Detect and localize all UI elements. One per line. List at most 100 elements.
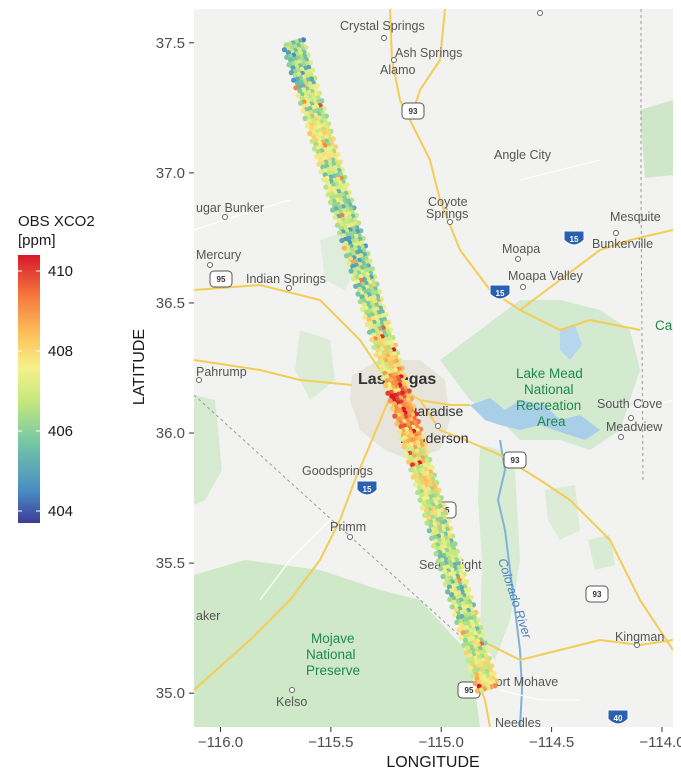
xco2-point: [376, 360, 382, 366]
basemap: [194, 9, 673, 727]
y-tick-label: 37.0: [156, 165, 185, 182]
label-coyote-springs-2: Springs: [426, 207, 468, 221]
label-primm: Primm: [330, 520, 366, 534]
label-ash-springs: Ash Springs: [395, 46, 462, 60]
xco2-point: [325, 192, 331, 198]
xco2-point: [451, 612, 458, 618]
xco2-point: [392, 413, 398, 419]
xco2-point: [371, 344, 377, 350]
xco2-point: [357, 299, 363, 305]
xco2-point: [468, 665, 474, 671]
xco2-point: [302, 115, 308, 121]
river-green-area: [478, 445, 520, 660]
label-crystal-springs: Crystal Springs: [340, 19, 425, 33]
xco2-point: [300, 108, 306, 114]
xco2-point: [442, 581, 448, 587]
svg-text:15: 15: [496, 289, 505, 298]
xco2-point: [465, 657, 471, 664]
label-mojave-2: National: [306, 647, 356, 662]
xco2-point: [378, 367, 384, 373]
legend-ticks: 404 406 408 410: [18, 263, 73, 520]
label-fort-mohave: Fort Mohave: [488, 675, 558, 689]
xco2-point: [438, 566, 444, 572]
svg-text:40: 40: [614, 714, 623, 723]
xco2-point: [353, 283, 359, 289]
xco2-point: [323, 184, 329, 190]
y-tick-label: 35.5: [156, 555, 185, 572]
label-lake-mead-4: Area: [537, 414, 566, 429]
xco2-point: [417, 497, 423, 503]
xco2-point: [426, 528, 432, 534]
x-tick-label: −116.0: [198, 734, 243, 751]
xco2-point: [445, 589, 451, 595]
xco2-track: [281, 37, 500, 694]
xco2-point: [288, 70, 294, 76]
xco2-point: [373, 352, 379, 358]
colorbar-legend: OBS XCO2 [ppm] 404 406 408 410: [18, 213, 95, 523]
label-meadview: Meadview: [606, 420, 663, 434]
x-tick-label: −114.0: [639, 734, 681, 751]
xco2-point: [463, 650, 469, 656]
svg-text:15: 15: [363, 485, 372, 494]
i15-shield-2: 15: [489, 284, 511, 300]
xco2-point: [327, 199, 333, 205]
legend-title-line2: [ppm]: [18, 232, 56, 249]
y-tick-label: 35.0: [156, 685, 185, 702]
legend-tick-label: 406: [48, 423, 73, 440]
lake-mead-water: [470, 398, 600, 440]
label-lake-mead-2: National: [524, 382, 574, 397]
x-tick-label: −114.5: [529, 734, 574, 751]
svg-text:93: 93: [593, 590, 602, 599]
xco2-point: [346, 260, 352, 266]
colorado-river-line: [496, 439, 524, 727]
label-ca-partial: Ca: [655, 318, 673, 333]
legend-tick-label: 408: [48, 343, 73, 360]
label-kelso: Kelso: [276, 695, 307, 709]
west-green-area: [194, 395, 222, 505]
xco2-point: [383, 383, 389, 389]
label-moapa-valley: Moapa Valley: [508, 269, 584, 283]
x-axis: −116.0 −115.5 −115.0 −114.5 −114.0: [198, 727, 681, 751]
xco2-point: [399, 436, 405, 442]
xco2-point: [419, 505, 425, 511]
label-kingman: Kingman: [615, 630, 664, 644]
svg-text:93: 93: [511, 456, 520, 465]
colorbar: [18, 255, 40, 523]
xco2-point: [387, 398, 393, 404]
ne-green-area: [640, 100, 673, 178]
xco2-point: [403, 451, 409, 457]
river-green-area-2: [545, 485, 580, 540]
svg-text:15: 15: [570, 235, 579, 244]
lake-water-2: [560, 325, 582, 360]
xco2-point: [412, 482, 419, 488]
label-needles: Needles: [495, 716, 541, 730]
label-baker: aker: [196, 609, 220, 623]
xco2-point: [309, 138, 315, 144]
xco2-point: [449, 604, 455, 610]
label-paradise: Paradise: [408, 403, 463, 419]
i40-shield: 40: [607, 709, 629, 725]
xco2-point: [447, 596, 453, 603]
xco2-point: [332, 215, 338, 221]
xco2-point: [458, 635, 464, 641]
xco2-point: [337, 230, 343, 236]
label-lake-mead-3: Recreation: [516, 398, 581, 413]
x-tick-label: −115.0: [419, 734, 464, 751]
xco2-point: [355, 291, 361, 297]
y-tick-label: 37.5: [156, 35, 185, 52]
xco2-point: [408, 467, 414, 473]
xco2-point: [314, 154, 320, 160]
i15-shield-3: 15: [356, 480, 378, 496]
xco2-point: [350, 276, 356, 282]
label-coyote-springs-1: Coyote: [428, 195, 468, 209]
label-indian-springs: Indian Springs: [246, 272, 326, 286]
label-moapa: Moapa: [502, 242, 540, 256]
label-angle-city: Angle City: [494, 148, 552, 162]
svg-text:95: 95: [465, 686, 474, 695]
us93-shield-3: 93: [585, 585, 609, 603]
xco2-point: [281, 47, 287, 53]
legend-title-line1: OBS XCO2: [18, 213, 95, 230]
xco2-point: [431, 543, 437, 549]
i15-shield-1: 15: [563, 230, 585, 246]
state-border-east: [640, 9, 644, 481]
